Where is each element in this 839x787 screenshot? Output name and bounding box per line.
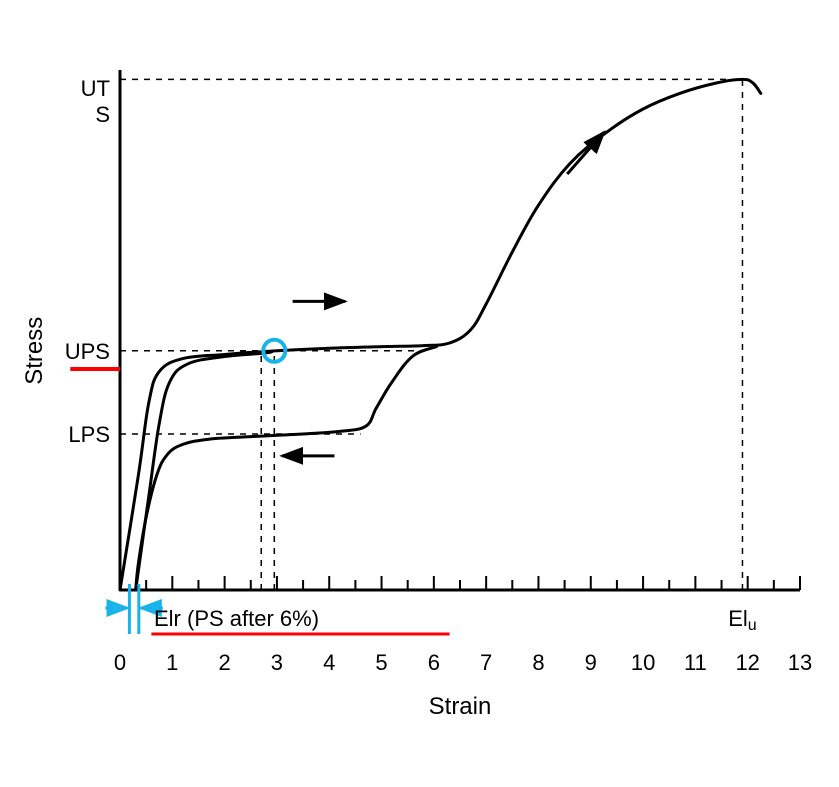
y-label-UTS_line1: UT — [81, 76, 110, 101]
y-label-UTS_line2: S — [95, 102, 110, 127]
x-tick-label: 11 — [684, 650, 707, 675]
x-tick-label: 9 — [585, 650, 597, 675]
x-tick-label: 4 — [323, 650, 335, 675]
x-tick-label: 0 — [114, 650, 126, 675]
stress-strain-chart: LPSUPSUTSStressElr (PS after 6%)Elu01234… — [0, 0, 839, 787]
x-tick-label: 7 — [480, 650, 492, 675]
x-tick-label: 6 — [428, 650, 440, 675]
elr-label: Elr (PS after 6%) — [154, 606, 319, 631]
y-axis-title: Stress — [21, 317, 48, 385]
x-tick-label: 10 — [631, 650, 655, 675]
x-axis-title: Strain — [429, 693, 492, 720]
x-tick-label: 13 — [788, 650, 812, 675]
y-label-LPS: LPS — [68, 422, 110, 447]
x-tick-label: 1 — [166, 650, 178, 675]
y-label-UPS: UPS — [65, 339, 110, 364]
x-tick-label: 2 — [218, 650, 230, 675]
x-tick-label: 12 — [735, 650, 759, 675]
x-tick-label: 5 — [375, 650, 387, 675]
x-tick-label: 3 — [271, 650, 283, 675]
x-tick-label: 8 — [532, 650, 544, 675]
